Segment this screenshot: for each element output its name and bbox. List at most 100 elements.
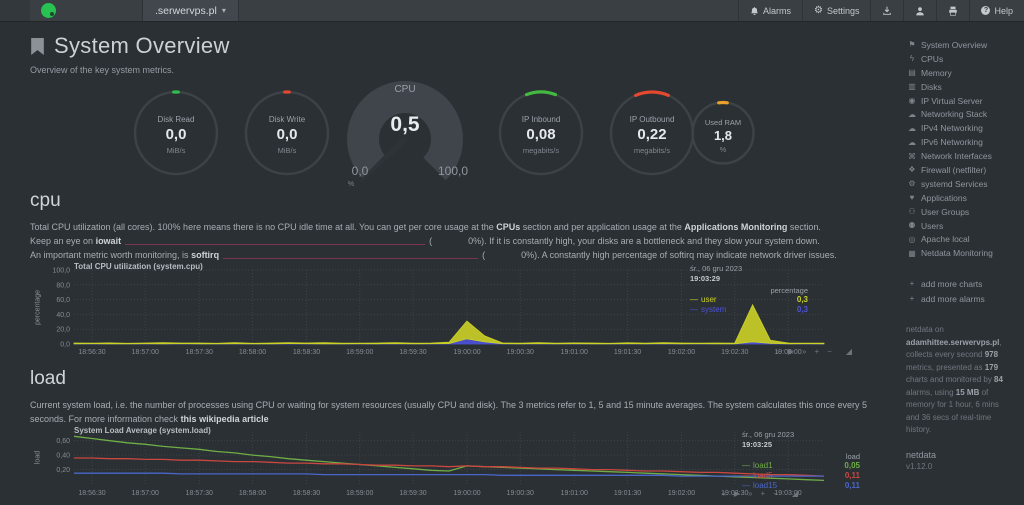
sidebar-item-add-more-alarms[interactable]: + add more alarms [906, 291, 1018, 306]
sidebar-item-netdata-monitoring[interactable]: ▦ Netdata Monitoring [906, 246, 1018, 260]
sidebar-item-ipv6-networking[interactable]: ☁ IPv6 Networking [908, 137, 983, 148]
hostname-dropdown[interactable]: .serwervps.pl ▾ [142, 0, 239, 21]
sidebar-item-apache-local[interactable]: ◎ Apache local [906, 232, 1018, 246]
sidebar-item-disks[interactable]: ▥ Disks [906, 80, 1018, 94]
alarms-button[interactable]: Alarms [737, 0, 802, 21]
legend-swatch: — [742, 471, 750, 480]
sidebar-item-add-more-charts[interactable]: + add more charts [906, 276, 1018, 291]
cpu-chart-canvas[interactable]: 0,0 20,0 40,0 60,0 80,0 100,0 18:56:30 18:57:00… [30, 264, 860, 359]
legend-row-load1[interactable]: — load1 0,05 [742, 461, 860, 470]
svg-text:18:58:00: 18:58:00 [239, 490, 266, 497]
pan-forward-icon[interactable]: » [748, 489, 753, 498]
netdata-logo[interactable] [30, 0, 66, 21]
applications-monitoring-link[interactable]: Applications Monitoring [684, 222, 788, 232]
gauge-value: 0,0 [276, 126, 298, 143]
zoom-out-icon[interactable]: − [773, 489, 778, 498]
load-section: load Current system load, i.e. the numbe… [30, 368, 880, 503]
svg-text:18:58:00: 18:58:00 [239, 349, 266, 356]
svg-text:18:58:30: 18:58:30 [293, 349, 320, 356]
sidebar-item-memory[interactable]: ▤ Memory [906, 66, 1018, 80]
gauge-label: Disk Write [268, 115, 306, 124]
gauge-label: Disk Read [157, 115, 195, 124]
play-icon[interactable]: ▶ [733, 489, 741, 498]
print-button[interactable] [936, 0, 969, 21]
sidebar-item-ipv4-networking[interactable]: ☁ IPv4 Networking [908, 123, 983, 134]
chevron-down-icon: ▾ [221, 6, 226, 15]
svg-text:19:00:00: 19:00:00 [453, 490, 480, 497]
sidebar-item-users[interactable]: ⚉ Users [906, 219, 1018, 233]
wikipedia-link[interactable]: this wikipedia article [180, 414, 269, 424]
gauge-used-ram[interactable]: Used RAM 1,8% [690, 100, 756, 166]
gauge-ip-inbound[interactable]: IP Inbound 0,08 megabits/s [497, 89, 585, 177]
gauge-ip-outbound[interactable]: IP Outbound 0,22 megabits/s [608, 89, 696, 177]
netdata-brand-label: netdata [906, 449, 937, 460]
sidebar-item-systemd-services[interactable]: ⚙ systemd Services [906, 177, 1018, 191]
svg-text:18:57:30: 18:57:30 [186, 490, 213, 497]
gauge-unit: megabits/s [633, 146, 671, 155]
gear-icon: ⚙ [813, 4, 823, 16]
svg-text:0,20: 0,20 [56, 467, 70, 474]
sidebar-item-applications[interactable]: ♥ Applications [906, 191, 1018, 205]
load-chart-ylabel: load [34, 450, 42, 465]
cpu-gauge[interactable]: CPU 0,5 0,0 100,0 % [320, 79, 490, 197]
cogs-icon: ⚙ [908, 179, 916, 189]
user-group-icon: ⚇ [908, 207, 916, 217]
legend-row-load5[interactable]: — load5 0,11 [742, 471, 860, 480]
settings-label: Settings [826, 5, 860, 16]
zoom-in-icon[interactable]: + [760, 489, 766, 498]
svg-text:18:58:30: 18:58:30 [293, 490, 320, 497]
help-button[interactable]: ? Help [969, 0, 1024, 21]
chart-date: śr., 06 gru 2023 [690, 264, 743, 273]
zoom-in-icon[interactable]: + [814, 347, 820, 356]
shield-icon: ❖ [908, 165, 916, 175]
gauge-needle [359, 136, 408, 183]
svg-text:100,0: 100,0 [52, 268, 70, 275]
settings-button[interactable]: ⚙ Settings [801, 0, 871, 21]
svg-text:19:00:30: 19:00:30 [507, 349, 534, 356]
bolt-icon: ϟ [909, 54, 915, 64]
navbar-left: .serwervps.pl ▾ [0, 0, 239, 21]
resize-icon[interactable]: ◢ [845, 347, 852, 356]
gauge-unit: MiB/s [166, 146, 186, 155]
cpu-chart-legend: śr., 06 gru 2023 19:03:29 percentage — us… [690, 264, 808, 315]
resize-icon[interactable]: ◢ [791, 489, 798, 498]
chart-time: 19:03:29 [690, 273, 721, 283]
gauge-label: Used RAM [704, 118, 742, 127]
gauge-disk-read[interactable]: Disk Read 0,0 MiB/s [132, 89, 220, 177]
cpu-gauge-title: CPU [394, 84, 415, 95]
load-chart-canvas[interactable]: 0,20 0,40 0,60 18:56:30 18:57:00 18:57:30 18:5… [30, 428, 860, 503]
zoom-out-icon[interactable]: − [827, 347, 832, 356]
sidebar-item-firewall-netfilter-[interactable]: ❖ Firewall (netfilter) [906, 163, 1018, 177]
sidebar-item-cpus[interactable]: ϟ CPUs [906, 52, 1018, 66]
load-description: Current system load, i.e. the number of … [30, 400, 868, 424]
sidebar-item-user-groups[interactable]: ⚇ User Groups [906, 205, 1018, 219]
bookmark-icon [31, 37, 44, 55]
bell-icon [751, 6, 758, 15]
svg-text:18:59:00: 18:59:00 [346, 349, 373, 356]
sidebar-item-system-overview[interactable]: ⚑ System Overview [906, 38, 1018, 52]
play-icon[interactable]: ▶ [787, 347, 795, 356]
chart-bar-icon: ▦ [908, 248, 916, 258]
pan-backward-icon[interactable]: « [721, 489, 726, 498]
memory-icon: ▤ [908, 68, 916, 78]
pan-forward-icon[interactable]: » [802, 347, 807, 356]
legend-row-system[interactable]: — system 0,3 [690, 305, 808, 314]
svg-text:18:59:00: 18:59:00 [346, 490, 373, 497]
gauge-label: IP Outbound [629, 115, 675, 124]
version-label: v1.12.0 [906, 461, 933, 471]
sidebar-item-ip-virtual-server[interactable]: ◉ IP Virtual Server [906, 94, 1018, 108]
sitemap-icon: ⌘ [908, 151, 916, 161]
legend-row-user[interactable]: — user 0,3 [690, 295, 808, 304]
pan-backward-icon[interactable]: « [775, 347, 780, 356]
sign-in-button[interactable] [903, 0, 936, 21]
import-snapshot-button[interactable] [870, 0, 903, 21]
gauge-disk-write[interactable]: Disk Write 0,0 MiB/s [243, 89, 331, 177]
svg-text:19:02:30: 19:02:30 [721, 490, 748, 497]
legend-row-load15[interactable]: — load15 0,11 [742, 481, 860, 490]
plus-icon: + [909, 279, 915, 289]
sidebar-item-networking-stack[interactable]: ☁ Networking Stack [908, 109, 988, 120]
page-header: System Overview Overview of the key syst… [30, 33, 230, 75]
sidebar-item-network-interfaces[interactable]: ⌘ Network Interfaces [908, 151, 992, 162]
sidebar-menu: ⚑ System Overview ϟ CPUs ▤ Memory ▥ Disks ◉ IP Vi… [906, 38, 1018, 260]
cpus-link[interactable]: CPUs [496, 222, 521, 232]
